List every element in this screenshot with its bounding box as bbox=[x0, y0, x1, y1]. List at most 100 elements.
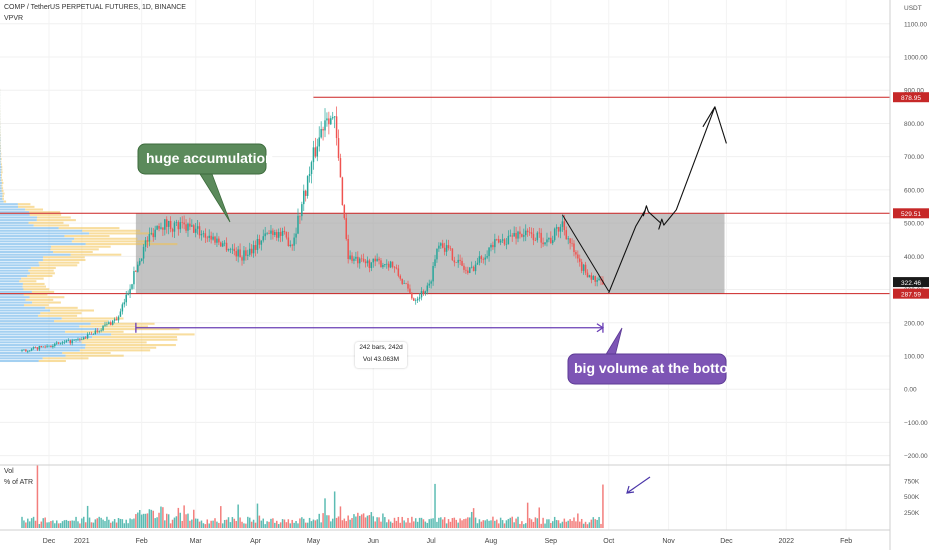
volume-profile-bar bbox=[0, 354, 66, 357]
candle-body bbox=[272, 230, 274, 236]
volume-bar bbox=[133, 518, 135, 528]
time-tick-label: Feb bbox=[840, 538, 852, 545]
candle-body bbox=[507, 235, 510, 245]
volume-bar bbox=[324, 498, 326, 528]
volume-bar bbox=[524, 523, 527, 528]
volume-bar bbox=[220, 506, 222, 528]
volume-bar bbox=[110, 522, 112, 528]
volume-bar bbox=[210, 520, 212, 528]
candle-body bbox=[592, 275, 595, 280]
volume-profile-bar bbox=[85, 346, 157, 349]
candle-body bbox=[194, 228, 197, 233]
candle-body bbox=[438, 245, 440, 249]
candle-body bbox=[235, 251, 237, 257]
volume-profile-bar bbox=[28, 221, 64, 224]
candle-body bbox=[490, 244, 492, 248]
candle-body bbox=[414, 300, 417, 301]
volume-bar bbox=[239, 517, 241, 528]
volume-bar bbox=[150, 509, 153, 528]
volume-bar bbox=[405, 522, 407, 528]
candle-body bbox=[88, 334, 91, 335]
candle-body bbox=[169, 220, 172, 230]
volume-profile-bar bbox=[0, 179, 2, 182]
volume-profile-bar bbox=[0, 261, 39, 264]
candle-body bbox=[513, 232, 515, 237]
candle-body bbox=[540, 232, 542, 243]
volume-bar bbox=[561, 521, 564, 528]
candle-body bbox=[52, 345, 54, 348]
candle-body bbox=[144, 240, 147, 247]
volume-bar bbox=[248, 517, 251, 528]
volume-bar bbox=[121, 519, 124, 528]
volume-profile-bar bbox=[0, 344, 86, 347]
candle-body bbox=[189, 223, 191, 227]
volume-profile-bar bbox=[22, 282, 45, 285]
volume-profile-bar bbox=[0, 157, 1, 161]
volume-bar bbox=[75, 516, 77, 528]
volume-profile-bar bbox=[30, 266, 56, 270]
volume-profile-bar bbox=[85, 243, 178, 246]
volume-profile-bar bbox=[92, 336, 178, 339]
volume-bar bbox=[426, 522, 429, 528]
volume-bar bbox=[326, 515, 328, 528]
volume-bar bbox=[353, 514, 355, 528]
volume-profile-bar bbox=[33, 224, 70, 227]
volume-profile-bar bbox=[0, 338, 82, 341]
volume-profile-bar bbox=[29, 272, 55, 275]
volume-bar bbox=[517, 516, 519, 528]
volume-bar bbox=[424, 521, 427, 528]
volume-bar bbox=[577, 513, 579, 528]
volume-bar bbox=[436, 521, 438, 528]
volume-bar bbox=[208, 523, 210, 528]
time-tick-label: 2021 bbox=[74, 538, 90, 545]
time-tick-label: May bbox=[307, 538, 321, 545]
volume-bar bbox=[349, 519, 351, 528]
volume-bar bbox=[557, 520, 560, 528]
candle-body bbox=[162, 227, 164, 230]
volume-bar bbox=[160, 506, 162, 528]
candle-body bbox=[79, 338, 81, 340]
volume-bar bbox=[397, 516, 400, 528]
volume-bar bbox=[274, 522, 276, 528]
candle-body bbox=[208, 235, 210, 238]
candle-body bbox=[187, 223, 189, 231]
time-tick-label: 2022 bbox=[778, 538, 794, 545]
candle-body bbox=[575, 252, 577, 255]
volume-profile-bar bbox=[0, 152, 2, 155]
candle-body bbox=[23, 349, 25, 351]
candle-body bbox=[368, 260, 371, 268]
candle-body bbox=[67, 340, 70, 341]
candle-body bbox=[59, 343, 62, 345]
volume-bar bbox=[401, 516, 403, 528]
candle-body bbox=[515, 232, 517, 239]
volume-bar bbox=[343, 518, 346, 528]
volume-bar bbox=[156, 517, 158, 528]
volume-bar bbox=[140, 514, 143, 528]
candle-body bbox=[499, 240, 502, 243]
candle-body bbox=[484, 257, 486, 260]
volume-bar bbox=[27, 518, 29, 528]
candle-body bbox=[131, 284, 133, 289]
volume-bar bbox=[528, 518, 531, 528]
volume-bar bbox=[148, 509, 151, 528]
candle-body bbox=[57, 342, 60, 344]
candle-body bbox=[297, 215, 299, 234]
candle-body bbox=[239, 249, 241, 258]
volume-profile-bar bbox=[38, 261, 80, 264]
candle-body bbox=[274, 232, 276, 236]
candle-body bbox=[310, 162, 313, 175]
candle-body bbox=[372, 258, 375, 263]
candle-body bbox=[364, 261, 367, 264]
candle-body bbox=[21, 350, 23, 351]
candle-body bbox=[430, 281, 432, 284]
volume-bar bbox=[490, 520, 492, 528]
time-tick-label: Dec bbox=[720, 538, 733, 545]
volume-bar bbox=[166, 513, 168, 528]
candle-body bbox=[503, 239, 506, 245]
volume-bar bbox=[360, 514, 363, 528]
candle-body bbox=[111, 320, 114, 325]
volume-profile-bar bbox=[0, 235, 65, 238]
candle-body bbox=[561, 221, 564, 227]
candle-body bbox=[312, 147, 315, 163]
volume-bar bbox=[362, 513, 365, 528]
